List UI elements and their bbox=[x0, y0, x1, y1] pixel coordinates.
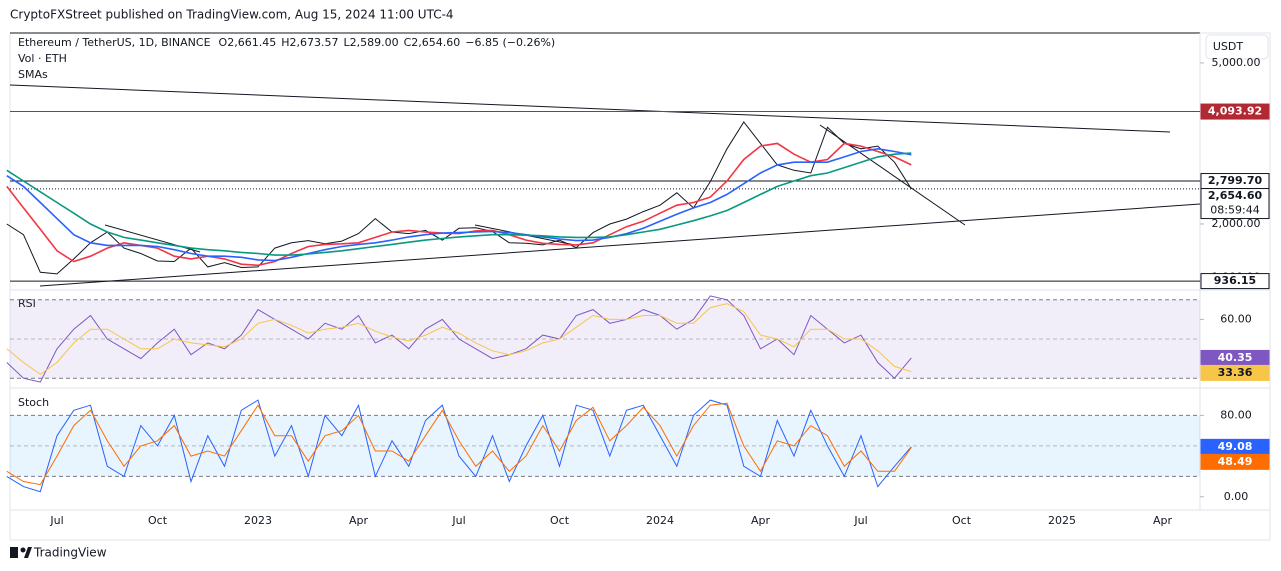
logo-mark bbox=[20, 547, 26, 553]
symbol-title: Ethereum / TetherUS, 1D, BINANCE bbox=[18, 36, 211, 49]
trendline bbox=[39, 203, 1201, 287]
x-tick-label: 2023 bbox=[244, 514, 272, 527]
y-tick-label: 2,000.00 bbox=[1212, 217, 1261, 230]
x-tick-label: Oct bbox=[952, 514, 972, 527]
ohlc-value: 2,673.57 bbox=[289, 36, 338, 49]
trendline bbox=[9, 84, 1171, 133]
price-tag bbox=[1200, 453, 1270, 470]
y-tick-label: 80.00 bbox=[1220, 408, 1252, 421]
x-tick-label: 2024 bbox=[646, 514, 674, 527]
x-tick-label: Jul bbox=[853, 514, 867, 527]
price-tag-label: 936.15 bbox=[1214, 274, 1256, 287]
price-tag bbox=[1200, 103, 1270, 120]
x-tick-label: Jul bbox=[451, 514, 465, 527]
series-line bbox=[6, 152, 912, 256]
x-tick-label: Oct bbox=[550, 514, 570, 527]
ohlc-value: 2,589.00 bbox=[350, 36, 399, 49]
ohlc-key: C bbox=[404, 36, 412, 49]
trendline bbox=[819, 124, 966, 226]
price-tag-label: 2,799.70 bbox=[1208, 174, 1263, 187]
price-tag-label: 48.49 bbox=[1218, 455, 1253, 468]
series-line bbox=[6, 399, 912, 493]
series-line bbox=[6, 303, 912, 375]
y-tick-label: 5,000.00 bbox=[1212, 56, 1261, 69]
series-line bbox=[6, 121, 912, 275]
ohlc-key: O bbox=[219, 36, 228, 49]
volume-label: Vol · ETH bbox=[18, 52, 67, 65]
price-tag-label: 33.36 bbox=[1218, 366, 1253, 379]
currency-label: USDT bbox=[1213, 40, 1244, 53]
brand: TradingView bbox=[33, 546, 107, 560]
price-tag bbox=[1200, 273, 1270, 290]
logo-mark bbox=[10, 547, 18, 558]
y-tick-label: 0.00 bbox=[1224, 490, 1249, 503]
ohlc-value: 2,654.60 bbox=[411, 36, 460, 49]
series-line bbox=[6, 147, 912, 262]
x-tick-label: Apr bbox=[751, 514, 771, 527]
price-tag-label: 49.08 bbox=[1218, 440, 1253, 453]
publisher-line: CryptoFXStreet published on TradingView.… bbox=[10, 8, 454, 22]
currency-button[interactable] bbox=[1205, 34, 1269, 60]
price-tag-label: 2,654.60 bbox=[1208, 189, 1263, 202]
y-tick-label: 60.00 bbox=[1220, 312, 1252, 325]
price-tag-label: 4,093.92 bbox=[1208, 105, 1262, 118]
price-tag bbox=[1200, 364, 1270, 381]
change: −6.85 (−0.26%) bbox=[465, 36, 555, 49]
x-tick-label: 2025 bbox=[1048, 514, 1076, 527]
x-tick-label: Apr bbox=[349, 514, 369, 527]
price-tag bbox=[1200, 188, 1270, 220]
ohlc-key: H bbox=[281, 36, 289, 49]
x-tick-label: Oct bbox=[148, 514, 168, 527]
x-tick-label: Apr bbox=[1153, 514, 1173, 527]
ohlc-row: O2,661.45 H2,673.57 L2,589.00 C2,654.60 −6.8… bbox=[219, 36, 556, 49]
ohlc-value: 2,661.45 bbox=[227, 36, 276, 49]
ohlc-key: L bbox=[343, 36, 350, 49]
countdown: 08:59:44 bbox=[1210, 204, 1259, 217]
series-line bbox=[6, 142, 912, 267]
sma-label: SMAs bbox=[18, 68, 48, 81]
series-line bbox=[6, 295, 912, 383]
stoch-label: Stoch bbox=[18, 396, 49, 409]
x-tick-label: Jul bbox=[49, 514, 63, 527]
price-tag-label: 40.35 bbox=[1218, 351, 1253, 364]
logo-mark bbox=[24, 547, 32, 558]
series-line bbox=[6, 402, 912, 486]
tradingview-logo: TradingView bbox=[10, 546, 107, 560]
